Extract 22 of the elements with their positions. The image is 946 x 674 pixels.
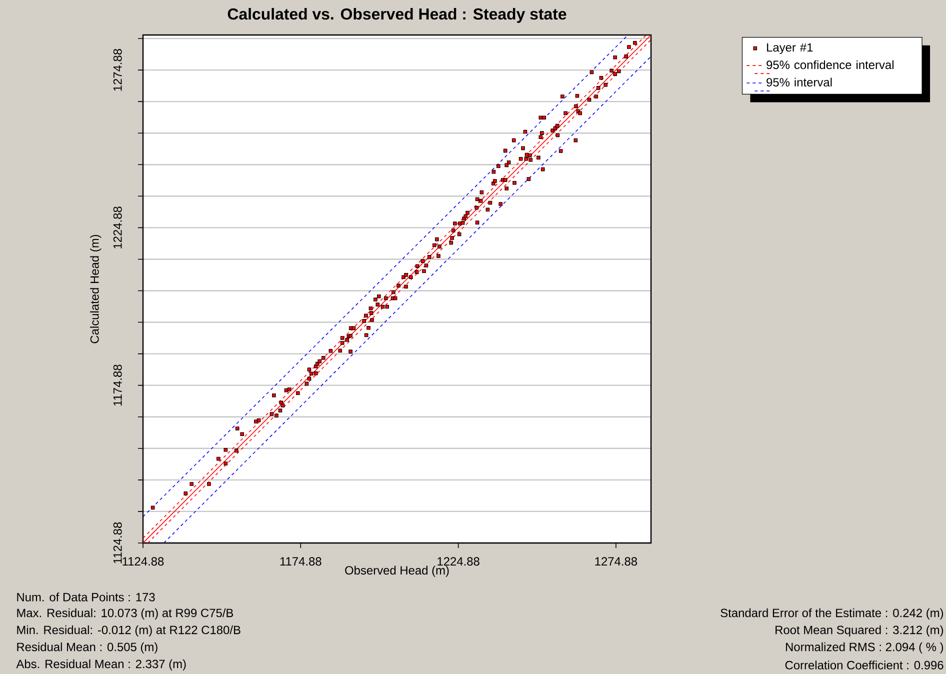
y-axis-title: Calculated Head (m) xyxy=(90,234,102,344)
chart-title: Calculated vs. Observed Head : Steady state xyxy=(228,8,566,23)
text: Num. of Data Points : 173 xyxy=(17,592,155,602)
legend-label: Layer #1 xyxy=(767,43,813,54)
x-tick-label: 1174.88 xyxy=(280,557,322,566)
y-tick-label: 1224.88 xyxy=(113,206,122,248)
legend-label: 95% interval xyxy=(766,78,832,87)
x-tick-label: 1224.88 xyxy=(438,557,480,566)
y-tick-label: 1274.88 xyxy=(113,48,122,91)
text: Max. Residual: 10.073 (m) at R99 C75/B xyxy=(17,608,234,620)
text: Root Mean Squared : 3.212 (m) xyxy=(776,625,944,637)
x-tick-label: 1274.88 xyxy=(595,557,638,566)
legend-label: 95% confidence interval xyxy=(766,60,894,70)
text: Residual Mean : 0.505 (m) xyxy=(17,642,158,654)
text: Normalized RMS : 2.094 ( % ) xyxy=(786,642,944,654)
y-tick-label: 1174.88 xyxy=(113,364,122,406)
x-tick-label: 1124.88 xyxy=(122,557,164,566)
text: Min. Residual: -0.012 (m) at R122 C180/B xyxy=(17,625,240,637)
text: Correlation Coefficient : 0.996 xyxy=(785,660,944,670)
text: Standard Error of the Estimate : 0.242 (m) xyxy=(720,608,944,620)
text: Abs. Residual Mean : 2.337 (m) xyxy=(16,659,186,671)
x-axis-title: Observed Head (m) xyxy=(345,566,449,577)
